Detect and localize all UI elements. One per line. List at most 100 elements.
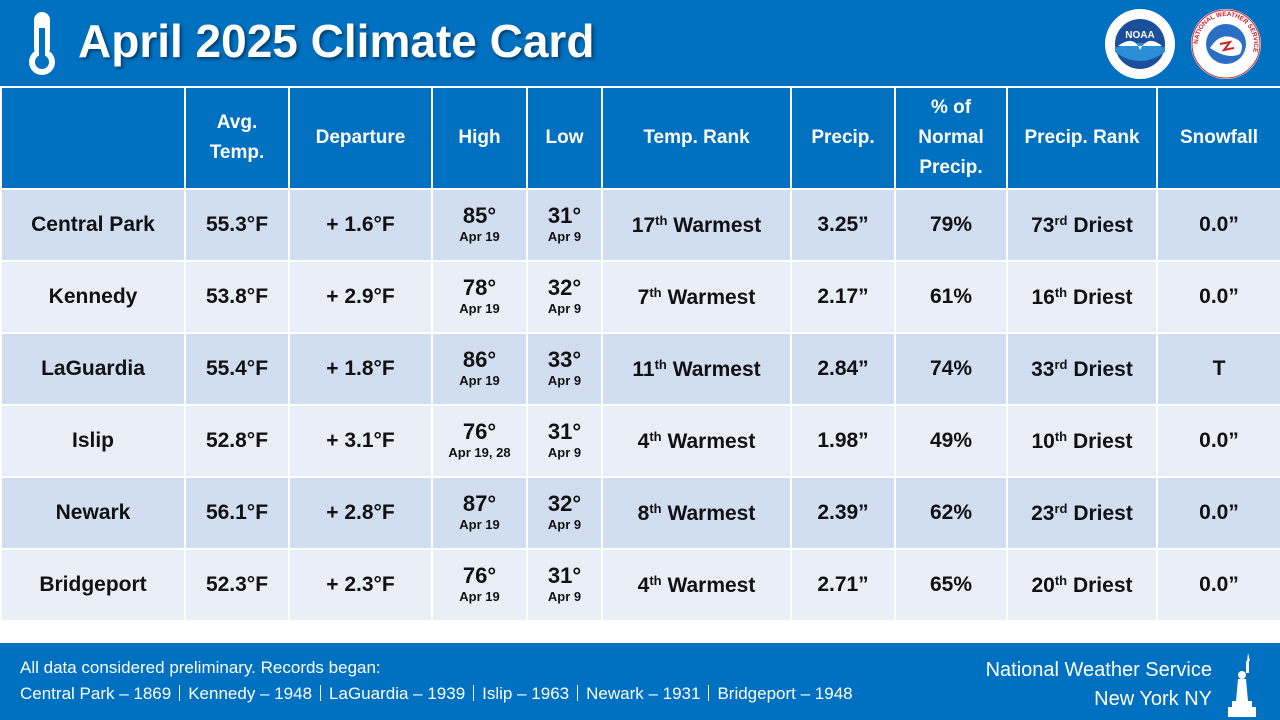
records-list: Central Park – 1869 Kennedy – 1948 LaGuard…	[20, 684, 853, 704]
temp-rank-suffix: th	[649, 572, 662, 588]
pct-normal: 61%	[894, 260, 1008, 334]
column-header: Snowfall	[1156, 86, 1280, 190]
precip-rank-number: 10	[1031, 429, 1055, 453]
snowfall: 0.0”	[1156, 188, 1280, 262]
record-start: Kennedy – 1948	[188, 684, 313, 703]
precip-rank: 10th Driest	[1006, 404, 1158, 478]
corner-cell	[0, 86, 186, 190]
column-header: Low	[526, 86, 603, 190]
temp-rank-number: 8	[637, 501, 650, 525]
noaa-logo: NOAA	[1105, 9, 1175, 79]
temp-rank: 17th Warmest	[601, 188, 792, 262]
liberty-icon	[1228, 653, 1256, 717]
station: LaGuardia	[0, 332, 186, 406]
precip-rank-suffix: rd	[1054, 356, 1068, 372]
low-cell: 33° Apr 9	[526, 332, 603, 406]
snowfall: 0.0”	[1156, 404, 1280, 478]
table-body: Central Park 55.3°F + 1.6°F 85° Apr 19 31° Apr…	[0, 188, 1280, 622]
header-line: High	[458, 127, 501, 148]
separator	[708, 685, 710, 701]
precip-rank-suffix: rd	[1054, 500, 1068, 516]
precip: 2.84”	[790, 332, 896, 406]
column-header: Temp. Rank	[601, 86, 792, 190]
high-date: Apr 19	[459, 229, 500, 244]
org-line: New York NY	[1094, 688, 1212, 710]
separator	[179, 685, 181, 701]
data-row: Bridgeport 52.3°F + 2.3°F 76° Apr 19 31° Apr 9…	[0, 548, 1280, 622]
high-cell: 85° Apr 19	[431, 188, 528, 262]
temp-rank-number: 7	[637, 285, 650, 309]
precip-rank-number: 33	[1031, 357, 1055, 381]
record-start: Newark – 1931	[586, 684, 701, 703]
avg-temp: 55.3°F	[184, 188, 290, 262]
noaa-text: NOAA	[1125, 30, 1154, 41]
low-cell: 32° Apr 9	[526, 260, 603, 334]
pct-normal: 65%	[894, 548, 1008, 622]
precip-rank: 33rd Driest	[1006, 332, 1158, 406]
high-cell: 87° Apr 19	[431, 476, 528, 550]
high-value: 76°	[462, 419, 497, 444]
precip: 2.17”	[790, 260, 896, 334]
low-cell: 32° Apr 9	[526, 476, 603, 550]
station: Newark	[0, 476, 186, 550]
high-date: Apr 19	[459, 517, 500, 532]
temp-rank: 11th Warmest	[601, 332, 792, 406]
low-date: Apr 9	[547, 589, 582, 604]
record-start: Islip – 1963	[482, 684, 570, 703]
temp-rank-word: Warmest	[672, 357, 761, 381]
high-cell: 76° Apr 19	[431, 548, 528, 622]
header-line: Temp.	[209, 142, 265, 163]
org-line: National Weather Service	[985, 659, 1212, 681]
precip-rank-suffix: th	[1054, 284, 1068, 300]
record-start: Central Park – 1869	[20, 684, 172, 703]
header-bar: April 2025 Climate Card NOAA NATIONAL WE…	[0, 0, 1280, 86]
header-line: Low	[545, 127, 584, 148]
record-start: Bridgeport – 1948	[717, 684, 853, 703]
departure: + 2.3°F	[288, 548, 433, 622]
avg-temp: 55.4°F	[184, 332, 290, 406]
header-line: Precip. Rank	[1024, 127, 1140, 148]
precip: 3.25”	[790, 188, 896, 262]
header-line: Snowfall	[1179, 127, 1259, 148]
precip-rank-suffix: th	[1054, 572, 1068, 588]
avg-temp: 53.8°F	[184, 260, 290, 334]
temp-rank-word: Warmest	[667, 573, 756, 597]
column-header: Departure	[288, 86, 433, 190]
high-value: 87°	[462, 491, 497, 516]
temp-rank: 4th Warmest	[601, 548, 792, 622]
pct-normal: 74%	[894, 332, 1008, 406]
precip-rank-word: Driest	[1073, 357, 1133, 381]
precip-rank-number: 23	[1031, 501, 1055, 525]
precip-rank-word: Driest	[1073, 501, 1133, 525]
temp-rank-number: 11	[632, 357, 655, 381]
precip: 2.71”	[790, 548, 896, 622]
column-header: Avg. Temp.	[184, 86, 290, 190]
low-cell: 31° Apr 9	[526, 404, 603, 478]
header-line: Temp. Rank	[643, 127, 750, 148]
column-header: Precip.	[790, 86, 896, 190]
snowfall: 0.0”	[1156, 260, 1280, 334]
org-block: National Weather Service New York NY	[986, 656, 1212, 714]
data-row: Newark 56.1°F + 2.8°F 87° Apr 19 32° Apr 9 8th …	[0, 476, 1280, 550]
high-value: 85°	[462, 203, 497, 228]
low-value: 31°	[547, 203, 582, 228]
pct-normal: 62%	[894, 476, 1008, 550]
high-date: Apr 19	[459, 589, 500, 604]
title: April 2025 Climate Card	[78, 15, 595, 67]
separator	[577, 685, 579, 701]
low-date: Apr 9	[547, 517, 582, 532]
column-header: Precip. Rank	[1006, 86, 1158, 190]
header-line: % of	[930, 97, 972, 118]
header-line: Avg.	[216, 112, 258, 133]
departure: + 2.8°F	[288, 476, 433, 550]
low-value: 31°	[547, 563, 582, 588]
temp-rank-word: Warmest	[667, 285, 756, 309]
temp-rank-suffix: th	[649, 428, 662, 444]
station: Central Park	[0, 188, 186, 262]
departure: + 1.8°F	[288, 332, 433, 406]
temp-rank-suffix: th	[649, 284, 662, 300]
temp-rank-word: Warmest	[667, 501, 756, 525]
temp-rank: 4th Warmest	[601, 404, 792, 478]
precip-rank-number: 73	[1031, 213, 1055, 237]
